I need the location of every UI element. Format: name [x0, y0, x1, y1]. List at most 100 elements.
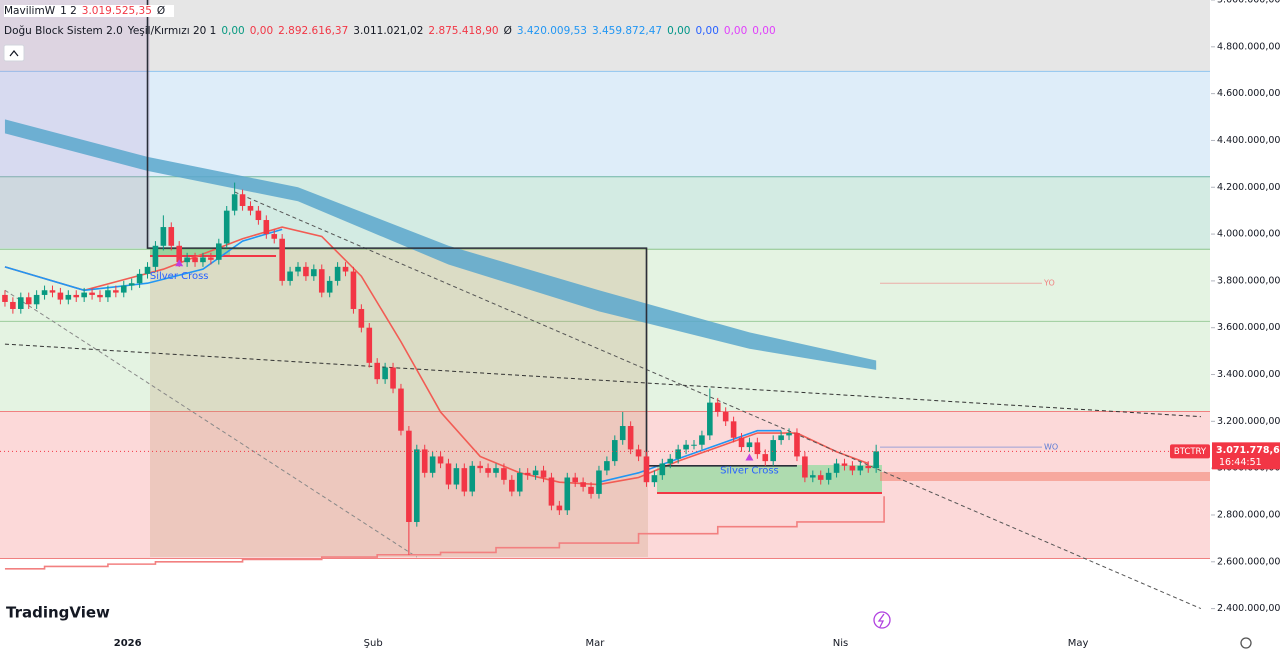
candle-body — [239, 194, 246, 206]
candle-body — [342, 266, 349, 272]
x-tick-label: Mar — [586, 638, 606, 649]
y-tick-label: 2.400.000,00 — [1217, 603, 1280, 614]
settings-icon[interactable] — [1240, 637, 1252, 649]
candle-body — [651, 475, 658, 483]
candle-body — [429, 456, 436, 473]
y-tick-label: 4.800.000,00 — [1217, 41, 1280, 52]
price-tag-text: 3.071.778,66 — [1216, 445, 1280, 456]
candle-body — [398, 388, 404, 431]
legend-text: 2.875.418,90 — [428, 25, 499, 37]
candle-body — [485, 468, 491, 473]
candle-body — [382, 367, 388, 380]
candle-body — [41, 290, 48, 295]
legend-text: 0,00 — [723, 25, 748, 37]
symbol-tag — [1170, 444, 1210, 459]
candle-body — [113, 290, 119, 293]
collapse-icon — [9, 50, 19, 57]
alert-icon-bolt — [877, 613, 885, 628]
collapse-button[interactable] — [3, 44, 25, 62]
block-fill — [0, 0, 150, 248]
candle-body — [453, 468, 460, 485]
candle-body — [667, 458, 674, 464]
candle-body — [754, 442, 761, 455]
candle-body — [659, 463, 666, 476]
legend-text: 2.892.616,37 — [278, 25, 349, 37]
candle-body — [406, 430, 412, 522]
annotation-text: Silver Cross — [150, 271, 209, 282]
y-tick-label: 3.400.000,00 — [1217, 369, 1280, 380]
candle-body — [722, 411, 729, 422]
candle-body — [25, 297, 32, 305]
y-tick-label: 4.000.000,00 — [1217, 229, 1280, 240]
candle-body — [714, 402, 721, 412]
cross-marker — [745, 453, 754, 461]
candle-body — [414, 449, 420, 522]
candle-body — [255, 210, 262, 221]
plot-area: Silver Cross Silver Cross YO WO — [0, 0, 1210, 610]
candle-body — [303, 266, 309, 277]
alert-icon[interactable] — [873, 611, 891, 629]
legend-text: 0,00 — [752, 25, 776, 37]
candle-body — [168, 227, 175, 246]
zone — [0, 411, 1210, 559]
candle-body — [802, 456, 808, 478]
candle-body — [18, 297, 24, 309]
x-tick-label: 2026 — [114, 638, 142, 649]
block-fill — [150, 248, 230, 256]
overlay-line — [146, 0, 797, 467]
candle-body — [477, 465, 483, 469]
candle-body — [762, 454, 769, 462]
legend-text: 1 2 — [60, 5, 77, 17]
candle-body — [675, 449, 681, 459]
legend-text: MavilimW — [4, 5, 56, 17]
candle-body — [208, 257, 214, 260]
candle-body — [841, 463, 848, 466]
overlay-line — [598, 429, 782, 483]
candle-body — [849, 465, 856, 471]
indicator-legend: MavilimW 1 2 3.019.525,35 Ø — [4, 5, 175, 17]
candle-body — [794, 433, 800, 457]
legend-text: Ø — [503, 25, 512, 37]
y-tick-label: 3.800.000,00 — [1217, 275, 1280, 286]
overlay-line — [4, 228, 283, 292]
candle-body — [128, 283, 135, 286]
candle-body — [635, 449, 642, 457]
y-tick-label: 4.600.000,00 — [1217, 88, 1280, 99]
candle-body — [231, 194, 238, 211]
stair-line — [4, 496, 885, 570]
candle-body — [374, 362, 380, 380]
indicator-legend: Doğu Block Sistem 2.0 Yeşil/Kırmızı 20 1 0… — [4, 25, 781, 37]
candle-body — [548, 477, 555, 506]
tag-text: WO — [1044, 443, 1058, 452]
candle-body — [334, 266, 341, 281]
candle-body — [271, 234, 278, 239]
x-tick-label: May — [1068, 638, 1089, 649]
y-tick-label: 4.400.000,00 — [1217, 135, 1280, 146]
candle-body — [144, 266, 151, 274]
legend-text: 0,00 — [667, 25, 691, 37]
candle-body — [493, 468, 499, 473]
candle-body — [865, 465, 872, 469]
candle-body — [295, 266, 301, 272]
candle-body — [501, 468, 507, 480]
candle-body — [33, 294, 40, 305]
candle-body — [136, 273, 143, 284]
candle-body — [57, 292, 64, 300]
cross-marker — [175, 259, 184, 267]
candle-body — [532, 470, 539, 476]
candle-body — [247, 205, 254, 211]
price-tag — [1212, 442, 1280, 470]
candle-body — [192, 257, 198, 263]
candle-body — [509, 479, 515, 492]
time-axis-bg — [0, 630, 1211, 653]
candle-body — [786, 433, 792, 436]
annotations: Silver Cross Silver Cross YO WO — [0, 259, 1210, 476]
candle-body — [421, 449, 428, 473]
candle-body — [516, 472, 523, 492]
candle-body — [588, 486, 594, 494]
candle-body — [770, 440, 776, 462]
annotation-text: Silver Cross — [720, 465, 779, 476]
y-tick-label: 2.600.000,00 — [1217, 556, 1280, 567]
candle-body — [89, 292, 95, 295]
